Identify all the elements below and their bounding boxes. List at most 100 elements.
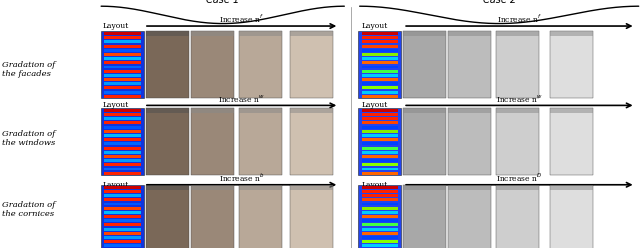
- Bar: [104, 240, 141, 243]
- Bar: [403, 31, 446, 98]
- Bar: [362, 40, 398, 43]
- Bar: [104, 53, 141, 56]
- Bar: [104, 70, 141, 73]
- Bar: [104, 82, 141, 85]
- Text: Case 2: Case 2: [483, 0, 516, 5]
- Bar: [362, 198, 398, 201]
- Bar: [358, 185, 401, 248]
- Bar: [362, 172, 398, 175]
- Bar: [104, 219, 141, 222]
- Bar: [362, 142, 398, 145]
- Bar: [362, 159, 398, 162]
- Bar: [104, 74, 141, 77]
- Bar: [362, 78, 398, 81]
- Bar: [101, 108, 144, 175]
- Bar: [448, 31, 491, 98]
- Bar: [104, 57, 141, 60]
- Bar: [104, 159, 141, 162]
- Bar: [146, 31, 189, 36]
- Bar: [104, 87, 141, 89]
- Bar: [448, 185, 491, 248]
- Bar: [104, 163, 141, 166]
- Bar: [550, 185, 593, 190]
- Bar: [104, 134, 141, 137]
- Bar: [362, 240, 398, 243]
- Bar: [362, 155, 398, 158]
- Bar: [104, 236, 141, 239]
- Bar: [362, 223, 398, 226]
- Bar: [362, 82, 398, 85]
- Bar: [362, 138, 398, 141]
- Bar: [403, 185, 446, 190]
- Bar: [362, 186, 398, 189]
- Bar: [362, 163, 398, 166]
- Bar: [191, 108, 234, 113]
- Bar: [362, 109, 398, 112]
- Bar: [362, 219, 398, 222]
- Bar: [362, 61, 398, 64]
- Bar: [104, 45, 141, 48]
- Bar: [550, 185, 593, 248]
- Bar: [104, 40, 141, 43]
- Text: Layout: Layout: [103, 22, 129, 30]
- Bar: [448, 185, 491, 190]
- Bar: [104, 207, 141, 210]
- Bar: [239, 108, 282, 175]
- Bar: [362, 167, 398, 170]
- Bar: [146, 31, 189, 98]
- Bar: [362, 134, 398, 137]
- Bar: [496, 31, 539, 98]
- Bar: [239, 185, 282, 248]
- Bar: [191, 31, 234, 36]
- Bar: [104, 78, 141, 81]
- Text: Increase n$^{b}$: Increase n$^{b}$: [219, 171, 264, 184]
- Bar: [104, 147, 141, 150]
- Bar: [550, 108, 593, 113]
- Text: Gradation of
the cornices: Gradation of the cornices: [2, 201, 55, 218]
- Bar: [496, 185, 539, 248]
- Bar: [290, 185, 333, 248]
- Bar: [104, 126, 141, 129]
- Text: Gradation of
the windows: Gradation of the windows: [2, 130, 55, 148]
- Bar: [104, 228, 141, 231]
- Bar: [104, 194, 141, 197]
- Bar: [104, 117, 141, 120]
- Bar: [104, 232, 141, 235]
- Bar: [146, 108, 189, 175]
- Bar: [104, 203, 141, 206]
- Bar: [362, 207, 398, 210]
- Bar: [362, 36, 398, 39]
- Text: Layout: Layout: [362, 22, 388, 30]
- Bar: [403, 185, 446, 248]
- Bar: [448, 31, 491, 36]
- Bar: [290, 185, 333, 190]
- Bar: [403, 31, 446, 36]
- Bar: [191, 185, 234, 248]
- Bar: [104, 244, 141, 247]
- Text: Increase n$^{D}$: Increase n$^{D}$: [496, 171, 543, 184]
- Bar: [496, 31, 539, 36]
- Bar: [362, 232, 398, 235]
- Bar: [290, 31, 333, 98]
- Bar: [403, 108, 446, 175]
- Bar: [104, 109, 141, 112]
- Bar: [358, 31, 401, 98]
- Bar: [362, 91, 398, 93]
- Bar: [362, 87, 398, 89]
- Bar: [191, 185, 234, 190]
- Bar: [104, 223, 141, 226]
- Text: Increase n$^{w}$: Increase n$^{w}$: [496, 93, 543, 104]
- Bar: [239, 185, 282, 190]
- Bar: [104, 211, 141, 214]
- Bar: [290, 31, 333, 36]
- Bar: [362, 53, 398, 56]
- Bar: [239, 108, 282, 113]
- Bar: [362, 190, 398, 193]
- Text: Gradation of
the facades: Gradation of the facades: [2, 61, 55, 78]
- Bar: [104, 36, 141, 39]
- Bar: [104, 190, 141, 193]
- Bar: [239, 31, 282, 36]
- Text: Case 1: Case 1: [206, 0, 239, 5]
- Bar: [290, 108, 333, 113]
- Bar: [104, 122, 141, 124]
